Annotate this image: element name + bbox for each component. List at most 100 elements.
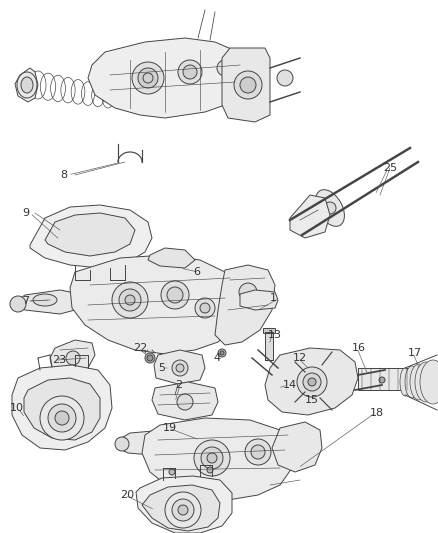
Circle shape bbox=[147, 355, 153, 361]
Polygon shape bbox=[88, 38, 248, 118]
Circle shape bbox=[217, 60, 233, 76]
Ellipse shape bbox=[315, 190, 344, 227]
Circle shape bbox=[207, 453, 217, 463]
Circle shape bbox=[132, 62, 164, 94]
Text: 18: 18 bbox=[370, 408, 384, 418]
Polygon shape bbox=[136, 476, 232, 533]
Polygon shape bbox=[15, 290, 78, 314]
Circle shape bbox=[119, 289, 141, 311]
Circle shape bbox=[125, 295, 135, 305]
Circle shape bbox=[195, 298, 215, 318]
Circle shape bbox=[40, 396, 84, 440]
Polygon shape bbox=[222, 48, 270, 122]
Circle shape bbox=[308, 378, 316, 386]
Polygon shape bbox=[240, 290, 278, 310]
Circle shape bbox=[303, 373, 321, 391]
Polygon shape bbox=[272, 422, 322, 472]
Ellipse shape bbox=[17, 72, 37, 98]
Circle shape bbox=[379, 377, 385, 383]
Circle shape bbox=[177, 394, 193, 410]
Polygon shape bbox=[50, 340, 95, 372]
Text: 7: 7 bbox=[22, 296, 29, 306]
Circle shape bbox=[277, 70, 293, 86]
Circle shape bbox=[165, 492, 201, 528]
Text: 1: 1 bbox=[270, 293, 277, 303]
Polygon shape bbox=[45, 213, 135, 256]
Circle shape bbox=[194, 440, 230, 476]
Circle shape bbox=[169, 469, 175, 475]
Circle shape bbox=[218, 349, 226, 357]
Polygon shape bbox=[148, 248, 195, 268]
Circle shape bbox=[172, 499, 194, 521]
Ellipse shape bbox=[405, 366, 419, 398]
Polygon shape bbox=[290, 195, 330, 238]
Circle shape bbox=[178, 505, 188, 515]
Circle shape bbox=[402, 375, 408, 381]
Polygon shape bbox=[265, 348, 358, 415]
Circle shape bbox=[66, 351, 80, 365]
Circle shape bbox=[297, 367, 327, 397]
Circle shape bbox=[167, 287, 183, 303]
Circle shape bbox=[112, 282, 148, 318]
Text: 16: 16 bbox=[352, 343, 366, 353]
Polygon shape bbox=[24, 378, 100, 440]
Ellipse shape bbox=[400, 368, 410, 396]
Polygon shape bbox=[154, 350, 205, 384]
Ellipse shape bbox=[33, 294, 57, 306]
Bar bbox=[265, 332, 273, 360]
Polygon shape bbox=[142, 418, 295, 500]
Circle shape bbox=[145, 353, 155, 363]
Ellipse shape bbox=[420, 360, 438, 404]
Text: 14: 14 bbox=[283, 380, 297, 390]
Text: 12: 12 bbox=[293, 353, 307, 363]
Text: 20: 20 bbox=[120, 490, 134, 500]
Circle shape bbox=[234, 71, 262, 99]
Circle shape bbox=[200, 303, 210, 313]
Text: 22: 22 bbox=[133, 343, 147, 353]
Text: 2: 2 bbox=[175, 380, 182, 390]
Text: 5: 5 bbox=[158, 363, 165, 373]
Circle shape bbox=[240, 77, 256, 93]
Circle shape bbox=[115, 437, 129, 451]
Circle shape bbox=[201, 447, 223, 469]
Circle shape bbox=[251, 445, 265, 459]
Polygon shape bbox=[30, 205, 152, 268]
Circle shape bbox=[239, 283, 257, 301]
Text: 19: 19 bbox=[163, 423, 177, 433]
Circle shape bbox=[178, 60, 202, 84]
Ellipse shape bbox=[415, 362, 437, 402]
Text: 23: 23 bbox=[52, 355, 66, 365]
Circle shape bbox=[55, 411, 69, 425]
Text: 4: 4 bbox=[213, 353, 220, 363]
Polygon shape bbox=[70, 255, 240, 354]
Text: 13: 13 bbox=[268, 330, 282, 340]
Bar bbox=[358, 368, 420, 390]
Circle shape bbox=[324, 202, 336, 214]
Text: 6: 6 bbox=[193, 267, 200, 277]
Ellipse shape bbox=[410, 364, 428, 400]
Circle shape bbox=[207, 467, 213, 473]
Circle shape bbox=[10, 296, 26, 312]
Polygon shape bbox=[152, 382, 218, 420]
Polygon shape bbox=[215, 265, 275, 345]
Circle shape bbox=[138, 68, 158, 88]
Circle shape bbox=[48, 404, 76, 432]
Polygon shape bbox=[12, 365, 112, 450]
Polygon shape bbox=[118, 430, 185, 456]
Ellipse shape bbox=[21, 77, 33, 93]
Circle shape bbox=[220, 351, 224, 355]
Circle shape bbox=[161, 281, 189, 309]
Circle shape bbox=[183, 65, 197, 79]
Circle shape bbox=[172, 360, 188, 376]
Text: 8: 8 bbox=[60, 170, 67, 180]
Text: 9: 9 bbox=[22, 208, 29, 218]
Polygon shape bbox=[142, 485, 220, 531]
Circle shape bbox=[245, 439, 271, 465]
Text: 15: 15 bbox=[305, 395, 319, 405]
Bar bbox=[263, 328, 275, 333]
Text: 25: 25 bbox=[383, 163, 397, 173]
Polygon shape bbox=[15, 68, 38, 102]
Text: 17: 17 bbox=[408, 348, 422, 358]
Text: 10: 10 bbox=[10, 403, 24, 413]
Circle shape bbox=[176, 364, 184, 372]
